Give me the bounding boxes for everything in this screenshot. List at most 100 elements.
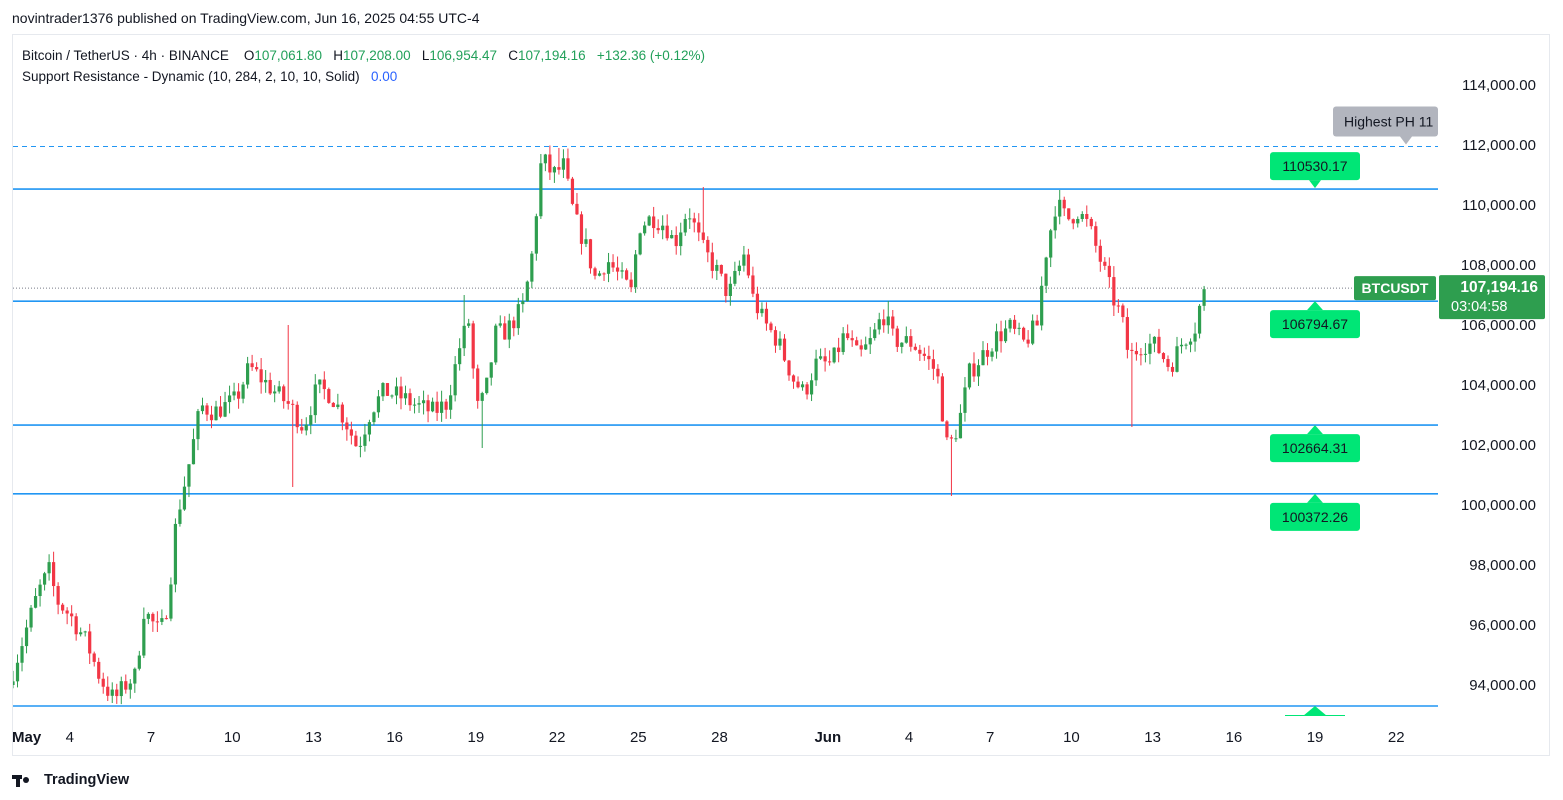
candle xyxy=(200,397,205,415)
candle xyxy=(52,551,56,597)
candle-body xyxy=(246,363,250,385)
candle xyxy=(354,430,358,447)
candle xyxy=(706,236,710,263)
candle-body xyxy=(958,412,963,439)
candle-body xyxy=(462,325,466,349)
candle-body xyxy=(873,329,877,339)
candle-body xyxy=(809,380,814,395)
price-badge[interactable]: BTCUSDT 107,194.16 03:04:58 xyxy=(1354,275,1545,320)
sr-label-box xyxy=(1270,310,1360,339)
candle xyxy=(24,619,29,654)
candle-body xyxy=(751,275,755,294)
candle-body xyxy=(652,216,656,229)
candle xyxy=(1175,336,1179,373)
candle-body xyxy=(385,383,390,396)
candle xyxy=(1003,320,1008,344)
candle-body xyxy=(1049,230,1053,258)
candle xyxy=(70,605,74,627)
y-tick-label: 94,000.00 xyxy=(1469,677,1536,694)
candle-body xyxy=(273,391,277,394)
candle-body xyxy=(715,264,719,271)
candle-body xyxy=(670,235,674,239)
candle-body xyxy=(1031,320,1035,344)
candle-body xyxy=(61,604,65,611)
candle-body xyxy=(52,562,56,587)
candle-body xyxy=(561,158,566,170)
candle-body xyxy=(733,270,737,284)
candle xyxy=(981,341,985,366)
candle-body xyxy=(981,350,985,366)
candle xyxy=(1071,218,1075,230)
candle-body xyxy=(124,681,128,690)
candle xyxy=(74,613,78,641)
published-line: novintrader1376 published on TradingView… xyxy=(12,10,480,26)
tradingview-brand: TradingView xyxy=(44,772,130,788)
candle-body xyxy=(1017,327,1021,329)
candle xyxy=(828,350,832,366)
y-tick-label: 112,000.00 xyxy=(1462,137,1536,154)
ohlc-line: Bitcoin / TetherUS · 4h · BINANCE O107,0… xyxy=(22,45,705,66)
candle-body xyxy=(1116,305,1120,307)
candle xyxy=(1143,343,1148,363)
candle-body xyxy=(683,219,687,233)
candle xyxy=(336,393,340,410)
candle-body xyxy=(1053,216,1057,231)
candle xyxy=(755,286,760,320)
candle-body xyxy=(259,369,263,383)
candle xyxy=(42,571,47,591)
candle-body xyxy=(837,347,841,353)
candle-body xyxy=(340,404,344,423)
candle-body xyxy=(33,596,38,608)
sr-label-text: 110530.17 xyxy=(1282,158,1347,174)
candle-body xyxy=(106,686,110,696)
candle xyxy=(643,221,647,236)
candle xyxy=(92,651,96,667)
candle-body xyxy=(1161,353,1166,360)
candle xyxy=(539,154,543,219)
candle-body xyxy=(295,404,299,428)
candle-body xyxy=(778,338,782,346)
y-tick-label: 114,000.00 xyxy=(1462,77,1536,94)
candle-body xyxy=(764,308,769,324)
candle xyxy=(688,208,692,229)
candle-body xyxy=(110,689,114,696)
candle-body xyxy=(755,293,760,314)
candle xyxy=(733,261,737,287)
candle-body xyxy=(634,254,638,288)
tradingview-footer[interactable]: TradingView xyxy=(12,772,129,788)
candle-body xyxy=(877,319,881,330)
candle-body xyxy=(737,265,741,271)
close-label: C xyxy=(508,48,519,63)
candle-body xyxy=(940,376,945,422)
candle-body xyxy=(13,681,15,685)
candle xyxy=(1197,304,1202,339)
candle xyxy=(83,630,87,637)
candle xyxy=(291,399,295,487)
candle xyxy=(936,364,940,384)
candle-body xyxy=(367,422,372,435)
candle xyxy=(476,364,480,409)
candle-body xyxy=(169,584,173,619)
candle-body xyxy=(643,225,647,234)
candle xyxy=(101,672,105,694)
candle-body xyxy=(882,319,886,326)
candle-body xyxy=(264,379,268,383)
candle-body xyxy=(1103,261,1107,266)
candle xyxy=(313,374,317,423)
candle-body xyxy=(724,273,728,296)
candle xyxy=(990,348,994,362)
candle-body xyxy=(1098,245,1102,262)
x-tick-label: 4 xyxy=(905,729,913,746)
candle xyxy=(124,674,128,694)
candle-body xyxy=(927,355,931,360)
candle-body xyxy=(1076,218,1080,224)
candle-body xyxy=(1040,285,1044,326)
candle xyxy=(805,382,809,400)
candle xyxy=(796,376,800,389)
candle xyxy=(719,264,723,277)
candle-body xyxy=(494,325,498,363)
candle-body xyxy=(661,225,665,231)
candle-body xyxy=(913,346,917,350)
candle xyxy=(1080,211,1084,222)
